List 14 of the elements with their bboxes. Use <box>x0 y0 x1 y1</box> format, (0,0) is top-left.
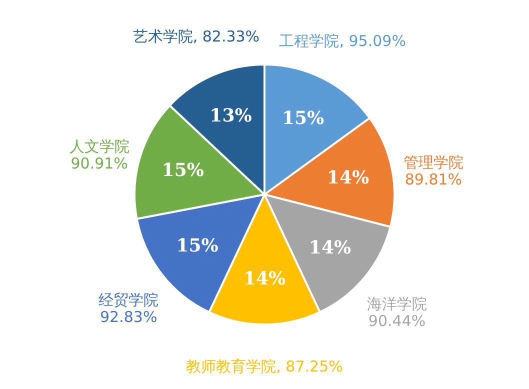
slice-label: 海洋学院 90.44% <box>367 295 428 330</box>
data-label: 15% <box>282 108 324 129</box>
slice-label: 管理学院 89.81% <box>403 153 464 188</box>
data-label: 15% <box>162 160 204 181</box>
slice-label: 艺术学院, 82.33% <box>132 28 260 46</box>
data-label: 15% <box>176 236 218 257</box>
slice-label: 教师教育学院, 87.25% <box>186 358 343 376</box>
data-label: 14% <box>326 168 370 189</box>
data-label: 14% <box>308 238 352 259</box>
data-label: 14% <box>243 268 286 290</box>
slice-label: 人文学院 90.91% <box>69 138 130 173</box>
slice-label: 经贸学院 92.83% <box>98 290 159 326</box>
slice-label: 工程学院, 95.09% <box>279 32 406 50</box>
data-label: 13% <box>210 105 252 126</box>
